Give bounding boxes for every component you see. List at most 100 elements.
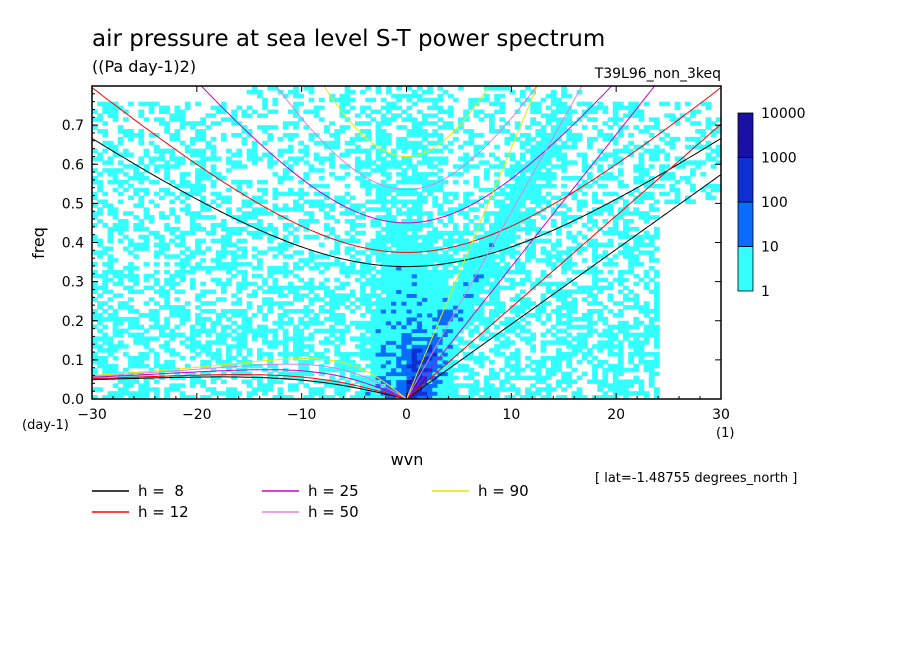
spectrum-cell bbox=[298, 93, 304, 99]
spectrum-cell bbox=[339, 340, 346, 345]
spectrum-cell bbox=[164, 277, 170, 283]
spectrum-cell bbox=[303, 363, 310, 369]
spectrum-cell bbox=[556, 132, 562, 138]
spectrum-cell bbox=[251, 332, 258, 337]
spectrum-cell bbox=[267, 387, 274, 392]
spectrum-cell bbox=[628, 324, 634, 330]
spectrum-cell bbox=[416, 97, 423, 103]
spectrum-cell bbox=[535, 175, 542, 181]
spectrum-cell bbox=[256, 348, 263, 353]
spectrum-cell bbox=[607, 395, 614, 399]
spectrum-cell bbox=[117, 293, 124, 298]
spectrum-cell bbox=[607, 207, 614, 212]
spectrum-cell bbox=[97, 387, 103, 392]
spectrum-cell bbox=[586, 352, 593, 357]
spectrum-cell bbox=[421, 355, 428, 361]
spectrum-cell bbox=[117, 391, 124, 396]
spectrum-cell bbox=[354, 379, 361, 384]
spectrum-cell bbox=[375, 156, 382, 161]
spectrum-cell bbox=[710, 132, 717, 138]
spectrum-cell bbox=[525, 305, 531, 310]
spectrum-cell bbox=[468, 199, 475, 204]
spectrum-cell bbox=[432, 238, 439, 244]
spectrum-cell bbox=[262, 328, 268, 334]
spectrum-cell bbox=[272, 203, 279, 208]
spectrum-cell bbox=[633, 211, 640, 216]
spectrum-cell bbox=[391, 348, 397, 353]
spectrum-cell bbox=[483, 97, 490, 103]
spectrum-cell bbox=[375, 258, 382, 263]
spectrum-cell bbox=[205, 340, 212, 345]
spectrum-cell bbox=[391, 199, 397, 204]
spectrum-cell bbox=[478, 160, 485, 165]
spectrum-cell bbox=[102, 316, 109, 322]
spectrum-cell bbox=[468, 254, 475, 259]
spectrum-cell bbox=[339, 363, 346, 369]
spectrum-cell bbox=[169, 352, 176, 357]
spectrum-cell bbox=[349, 359, 356, 365]
spectrum-cell bbox=[432, 336, 439, 341]
spectrum-cell bbox=[638, 309, 645, 314]
spectrum-cell bbox=[556, 352, 562, 357]
spectrum-cell bbox=[92, 324, 98, 330]
spectrum-cell bbox=[148, 387, 155, 392]
spectrum-cell bbox=[380, 203, 387, 208]
spectrum-cell bbox=[715, 183, 721, 189]
spectrum-cell bbox=[468, 262, 475, 267]
spectrum-cell bbox=[236, 297, 243, 302]
spectrum-cell bbox=[236, 230, 243, 236]
spectrum-cell bbox=[112, 258, 119, 263]
spectrum-cell bbox=[488, 383, 495, 388]
spectrum-cell bbox=[231, 179, 237, 185]
spectrum-cell bbox=[447, 269, 454, 275]
spectrum-cell bbox=[561, 297, 567, 302]
spectrum-cell bbox=[195, 328, 201, 334]
spectrum-cell bbox=[427, 254, 433, 259]
spectrum-cell bbox=[380, 355, 387, 361]
spectrum-cell bbox=[556, 101, 562, 107]
spectrum-cell bbox=[107, 226, 114, 232]
spectrum-cell bbox=[458, 297, 464, 302]
spectrum-cell bbox=[251, 148, 258, 154]
spectrum-cell bbox=[189, 265, 196, 271]
spectrum-cell bbox=[550, 363, 557, 369]
spectrum-cell bbox=[566, 215, 573, 220]
spectrum-cell bbox=[602, 359, 609, 365]
spectrum-cell bbox=[380, 301, 387, 306]
spectrum-cell bbox=[220, 285, 227, 291]
spectrum-cell bbox=[365, 105, 372, 111]
spectrum-cell bbox=[509, 324, 516, 330]
spectrum-cell bbox=[411, 281, 418, 287]
spectrum-cell bbox=[334, 246, 341, 251]
spectrum-cell bbox=[633, 262, 640, 267]
spectrum-cell bbox=[411, 191, 418, 197]
spectrum-cell bbox=[349, 97, 356, 103]
spectrum-cell bbox=[179, 250, 186, 255]
spectrum-cell bbox=[272, 230, 279, 236]
spectrum-cell bbox=[411, 375, 418, 381]
spectrum-cell bbox=[411, 222, 418, 228]
spectrum-cell bbox=[241, 164, 248, 169]
spectrum-cell bbox=[556, 156, 562, 161]
spectrum-cell bbox=[427, 187, 433, 193]
spectrum-cell bbox=[272, 340, 279, 345]
spectrum-cell bbox=[396, 230, 402, 236]
spectrum-cell bbox=[102, 371, 109, 377]
spectrum-cell bbox=[437, 383, 444, 388]
spectrum-cell bbox=[143, 395, 150, 399]
spectrum-cell bbox=[525, 226, 531, 232]
spectrum-cell bbox=[334, 140, 341, 146]
spectrum-cell bbox=[561, 269, 567, 275]
spectrum-cell bbox=[483, 86, 490, 91]
spectrum-cell bbox=[189, 121, 196, 126]
spectrum-cell bbox=[344, 140, 351, 146]
spectrum-cell bbox=[550, 136, 557, 142]
spectrum-cell bbox=[138, 340, 145, 345]
spectrum-cell bbox=[421, 269, 428, 275]
spectrum-cell bbox=[406, 234, 413, 240]
spectrum-cell bbox=[617, 391, 624, 396]
spectrum-cell bbox=[102, 246, 109, 251]
spectrum-cell bbox=[396, 179, 402, 185]
spectrum-cell bbox=[282, 352, 289, 357]
spectrum-cell bbox=[525, 328, 531, 334]
